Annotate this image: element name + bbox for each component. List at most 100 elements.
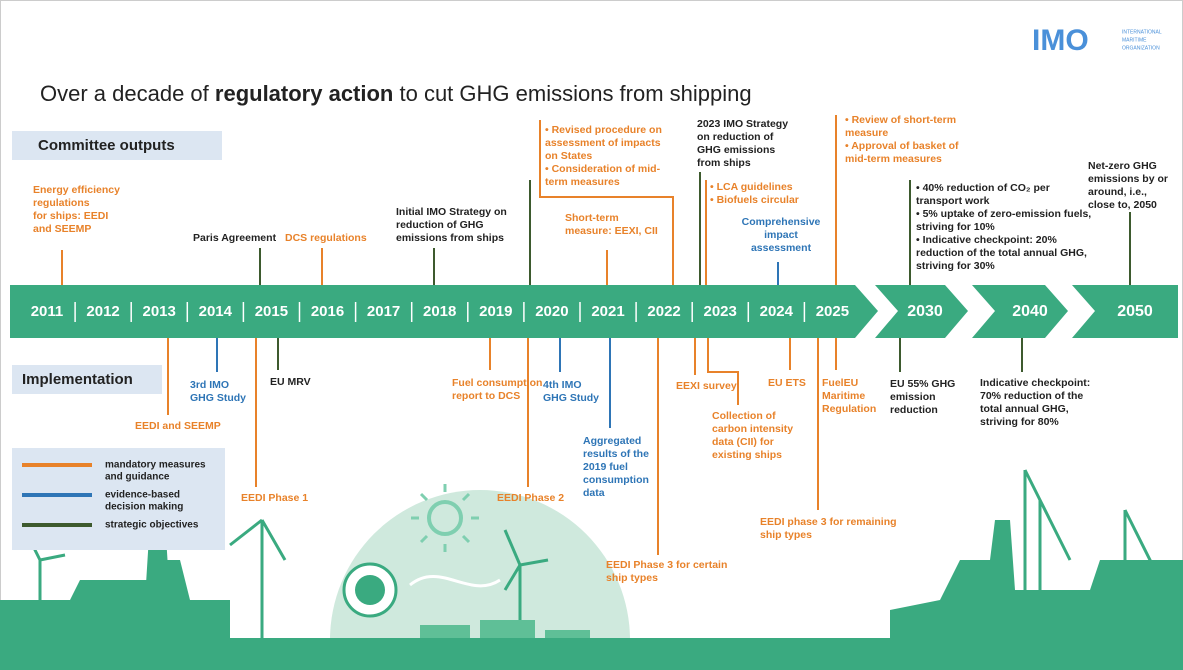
event-text: GHG emissions — [697, 144, 775, 156]
year-label: 2025 — [816, 303, 849, 320]
event-text: emissions from ships — [396, 232, 504, 244]
event-text: data — [583, 487, 605, 499]
year-label: 2014 — [199, 303, 233, 320]
event-text: measure — [845, 127, 888, 139]
event-text: • Review of short-term — [845, 114, 956, 126]
year-label: 2011 — [31, 303, 64, 320]
event-text: assessment of impacts — [545, 137, 661, 149]
event-text: term measures — [545, 176, 620, 188]
legend-label: evidence-based — [105, 490, 180, 501]
event-text: EU ETS — [768, 377, 806, 389]
event-text: Indicative checkpoint: — [980, 377, 1090, 389]
year-label: 2018 — [423, 303, 456, 320]
event-text: consumption — [583, 474, 649, 486]
section-title: Implementation — [22, 371, 133, 388]
title: Over a decade of regulatory action to cu… — [40, 81, 752, 106]
event-text: Aggregated — [583, 435, 641, 447]
event-text: close to, 2050 — [1088, 199, 1157, 211]
event-text: GHG Study — [190, 392, 246, 404]
year-label: 2021 — [591, 303, 624, 320]
event-text: EEDI Phase 1 — [241, 492, 308, 504]
event-text: regulations — [33, 197, 90, 209]
legend-label: decision making — [105, 502, 183, 513]
year-label: 2017 — [367, 303, 400, 320]
event-text: Net-zero GHG — [1088, 160, 1157, 172]
logo-text: INTERNATIONAL — [1122, 29, 1162, 35]
event-text: mid-term measures — [845, 153, 942, 165]
event-text: Regulation — [822, 403, 876, 415]
event-text: • Approval of basket of — [845, 140, 959, 152]
title-part: to cut GHG emissions from shipping — [393, 81, 751, 106]
event-text: EU MRV — [270, 376, 311, 388]
infographic: IMO INTERNATIONAL MARITIME ORGANIZATION … — [0, 0, 1183, 670]
event-text: 70% reduction of the — [980, 390, 1083, 402]
event-text: GHG Study — [543, 392, 599, 404]
event-text: results of the — [583, 448, 649, 460]
event-text: report to DCS — [452, 390, 520, 402]
event-text: for ships: EEDI — [33, 210, 108, 222]
event-text: emissions by or — [1088, 173, 1168, 185]
year-label: 2023 — [704, 303, 737, 320]
event-text: striving for 10% — [916, 221, 995, 233]
section-title: Committee outputs — [38, 137, 175, 154]
event-text: • LCA guidelines — [710, 181, 793, 193]
event-text: Paris Agreement — [193, 232, 277, 244]
event-text: FuelEU — [822, 377, 858, 389]
event-text: Initial IMO Strategy on — [396, 206, 507, 218]
logo-text: ORGANIZATION — [1122, 45, 1160, 51]
event-text: 3rd IMO — [190, 379, 229, 391]
event-text: • Biofuels circular — [710, 194, 799, 206]
event-text: • Revised procedure on — [545, 124, 662, 136]
event-text: Maritime — [822, 390, 865, 402]
milestone-label: 2050 — [1117, 303, 1153, 320]
event-text: 2023 IMO Strategy — [697, 118, 788, 130]
event-text: • Consideration of mid- — [545, 163, 661, 175]
legend-label: and guidance — [105, 472, 170, 483]
event-text: striving for 80% — [980, 416, 1059, 428]
event-text: existing ships — [712, 449, 782, 461]
year-label: 2024 — [760, 303, 794, 320]
title-part: Over a decade of — [40, 81, 215, 106]
event-text: reduction — [890, 404, 938, 416]
event-text: DCS regulations — [285, 232, 367, 244]
year-label: 2019 — [479, 303, 512, 320]
event-text: EEDI Phase 2 — [497, 492, 564, 504]
event-text: ship types — [760, 529, 812, 541]
event-text: • 40% reduction of CO₂ per — [916, 182, 1050, 194]
event-text: • Indicative checkpoint: 20% — [916, 234, 1057, 246]
event-text: transport work — [916, 195, 990, 207]
year-label: 2020 — [535, 303, 568, 320]
event-text: EEDI phase 3 for remaining — [760, 516, 897, 528]
event-text: impact — [764, 229, 798, 241]
year-label: 2015 — [255, 303, 288, 320]
event-text: total annual GHG, — [980, 403, 1069, 415]
year-label: 2022 — [647, 303, 680, 320]
event-text: from ships — [697, 157, 751, 169]
event-text: reduction of the total annual GHG, — [916, 247, 1087, 259]
event-text: EU 55% GHG — [890, 378, 955, 390]
event-text: measure: EEXI, CII — [565, 225, 658, 237]
event-text: EEXI survey — [676, 380, 737, 392]
legend-label: mandatory measures — [105, 460, 206, 471]
milestone-label: 2030 — [907, 303, 943, 320]
logo-text: MARITIME — [1122, 37, 1147, 43]
event-text: EEDI Phase 3 for certain — [606, 559, 727, 571]
event-text: striving for 30% — [916, 260, 995, 272]
milestone-label: 2040 — [1012, 303, 1048, 320]
event-text: and SEEMP — [33, 223, 91, 235]
event-text: carbon intensity — [712, 423, 793, 435]
event-text: EEDI and SEEMP — [135, 420, 221, 432]
year-label: 2016 — [311, 303, 344, 320]
logo-mark: IMO — [1032, 24, 1089, 57]
event-text: • 5% uptake of zero-emission fuels, — [916, 208, 1091, 220]
event-text: around, i.e., — [1088, 186, 1147, 198]
event-text: Short-term — [565, 212, 619, 224]
event-text: 4th IMO — [543, 379, 582, 391]
event-text: data (CII) for — [712, 436, 774, 448]
legend-label: strategic objectives — [105, 520, 199, 531]
event-text: on reduction of — [697, 131, 774, 143]
event-text: Comprehensive — [742, 216, 821, 228]
event-text: assessment — [751, 242, 812, 254]
year-label: 2013 — [143, 303, 176, 320]
event-text: reduction of GHG — [396, 219, 484, 231]
